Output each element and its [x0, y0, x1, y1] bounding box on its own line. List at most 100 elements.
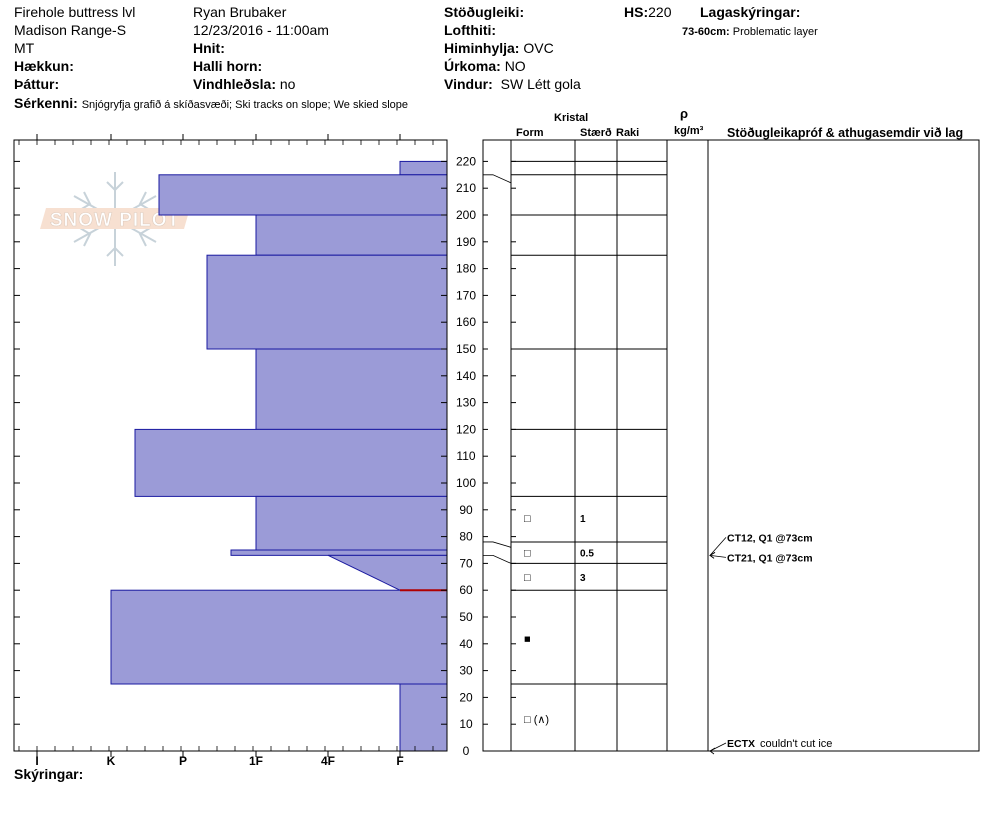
- height-tick-label: 110: [456, 449, 475, 463]
- height-tick-label: 120: [456, 422, 476, 436]
- crystal-form: □: [524, 513, 531, 525]
- layer-note: 73-60cm: Problematic layer: [682, 24, 818, 40]
- sky: Himinhylja: OVC: [444, 40, 554, 56]
- remarks-label: Sérkenni:: [14, 95, 78, 111]
- sky-value: OVC: [523, 40, 554, 56]
- crystal-size: 0.5: [580, 549, 594, 560]
- hardness-tick-label: I: [35, 754, 38, 768]
- boundary-connector: [483, 174, 512, 184]
- hardness-layer: [134, 428, 448, 497]
- height-tick-label: 60: [459, 583, 473, 597]
- height-tick-label: 80: [459, 530, 473, 544]
- test-arrow: [709, 537, 727, 556]
- snow-height: HS:220: [624, 4, 671, 20]
- height-tick-label: 40: [459, 637, 473, 651]
- precip-label: Úrkoma:: [444, 58, 501, 74]
- moisture-header: Raki: [616, 127, 640, 139]
- remarks: Sérkenni: Snjógryfja grafið á skíðasvæði…: [14, 95, 408, 113]
- crystal-size: 3: [580, 573, 586, 584]
- height-tick-label: 100: [456, 476, 476, 490]
- hardness-layer: [206, 254, 448, 350]
- tests-header: Stöðugleikapróf & athugasemdir við lag: [727, 126, 964, 140]
- wind-label: Vindur:: [444, 76, 493, 92]
- hardness-tick-label: P: [179, 754, 187, 768]
- height-tick-label: 30: [459, 664, 473, 678]
- layer-note-text: Problematic layer: [732, 26, 818, 38]
- test-code: CT12, Q1 @73cm: [727, 532, 813, 544]
- range: Madison Range-S: [14, 22, 127, 38]
- wind: Vindur: SW Létt gola: [444, 76, 581, 92]
- hardness-layer: [158, 174, 448, 216]
- datetime: 12/23/2016 - 11:00am: [193, 22, 329, 38]
- crystal-size: 1: [580, 514, 586, 525]
- height-tick-label: 180: [456, 262, 476, 276]
- height-tick-label: 70: [459, 556, 473, 570]
- sky-label: Himinhylja:: [444, 40, 520, 56]
- remarks-value: Snjógryfja grafið á skíðasvæði; Ski trac…: [81, 99, 408, 111]
- wind-value: SW Létt gola: [500, 76, 581, 92]
- height-tick-label: 90: [459, 503, 473, 517]
- height-tick-label: 200: [456, 208, 476, 222]
- logo-text: SNOW PILOT: [50, 210, 180, 231]
- height-tick-label: 0: [463, 744, 470, 758]
- chart-axes: I K P 1F 4F F 0 10 20 30 40 50 60 70 80 90 100 110 120 130 1…: [13, 134, 488, 768]
- stability-label: Stöðugleiki:: [444, 4, 525, 20]
- height-tick-label: 130: [456, 396, 476, 410]
- wind-loading-value: no: [279, 76, 296, 92]
- height-tick-label: 10: [459, 717, 473, 731]
- height-tick-label: 150: [456, 342, 476, 356]
- hardness-layer: [399, 683, 448, 752]
- height-tick-label: 50: [459, 610, 473, 624]
- precip: Úrkoma: NO: [444, 58, 526, 74]
- height-tick-label: 190: [456, 235, 476, 249]
- precip-value: NO: [504, 58, 526, 74]
- density-unit-header: kg/m³: [674, 125, 704, 137]
- layer-notes-label: Lagaskýringar:: [700, 4, 801, 20]
- coords-label: Hnit:: [193, 40, 225, 56]
- location: Firehole buttress lvl: [14, 4, 136, 20]
- boundary-connector: [483, 554, 512, 564]
- hardness-layer: [327, 554, 448, 591]
- hs-label: HS:: [624, 4, 649, 20]
- height-tick-label: 170: [456, 288, 476, 302]
- height-tick-label: 140: [456, 369, 476, 383]
- hardness-tick-label: F: [396, 754, 403, 768]
- elevation-label: Hækkun:: [14, 58, 74, 74]
- table-frame: [482, 139, 980, 752]
- wind-loading-label: Vindhleðsla:: [193, 76, 276, 92]
- rho-header: ρ: [680, 106, 689, 121]
- hardness-layer: [255, 348, 448, 430]
- crystal-header: Kristal: [554, 112, 589, 124]
- hardness-tick-label: K: [107, 754, 116, 768]
- hardness-layer: [110, 589, 448, 685]
- logo-banner: [40, 208, 190, 229]
- footer-label: Skýringar:: [14, 766, 84, 782]
- test-arrowhead: [709, 552, 716, 559]
- crystal-form: ■: [524, 633, 531, 645]
- size-header: Stærð: [580, 127, 612, 139]
- hardness-layer: [255, 214, 448, 256]
- hardness-layer: [230, 549, 448, 556]
- hardness-layer: [255, 495, 448, 551]
- hardness-layers: [110, 160, 448, 752]
- slope-angle-label: Halli horn:: [193, 58, 263, 74]
- hardness-tick-label: 1F: [249, 754, 263, 768]
- height-tick-label: 220: [456, 154, 476, 168]
- chart-frame: [13, 139, 448, 752]
- air-temp-label: Lofthiti:: [444, 22, 497, 38]
- height-tick-label: 160: [456, 315, 476, 329]
- crystal-form: □: [524, 572, 531, 584]
- test-code: CT21, Q1 @73cm: [727, 552, 813, 564]
- test-arrow: [709, 554, 727, 558]
- height-tick-label: 210: [456, 181, 476, 195]
- snowpilot-logo: SNOW PILOT: [40, 172, 190, 266]
- crystal-form: □ (∧): [524, 714, 549, 726]
- hardness-layer: [399, 160, 448, 176]
- boundary-connector: [483, 541, 512, 548]
- form-header: Form: [516, 127, 544, 139]
- crystal-form: □: [524, 548, 531, 560]
- test-arrowhead: [709, 747, 716, 755]
- wind-loading: Vindhleðsla: no: [193, 76, 295, 92]
- profile-table: □ 1 □ 0.5 □ 3 ■ □ (∧) CT12, Q1 @73cm CT21, Q1 @73…: [482, 139, 980, 755]
